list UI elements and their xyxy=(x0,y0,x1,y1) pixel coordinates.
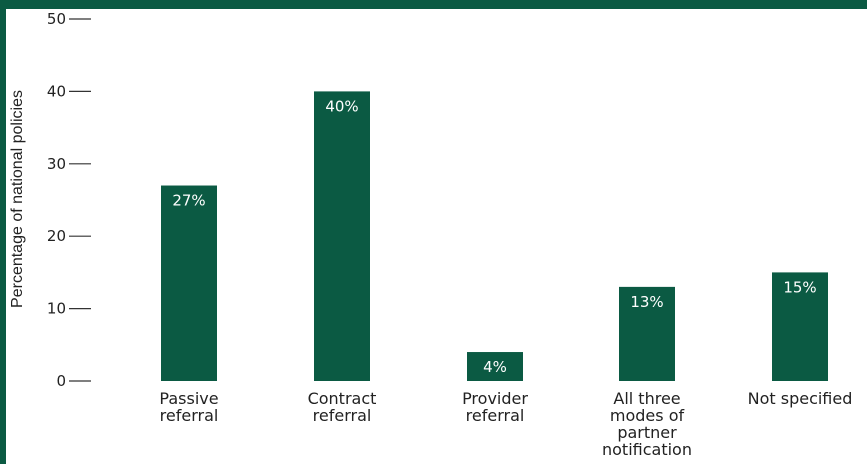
category-labels: Passive referral Contract referral Provider r… xyxy=(159,389,852,459)
category-label: Contract referral xyxy=(308,389,377,425)
data-label: 40% xyxy=(325,97,358,115)
y-tick-label: 30 xyxy=(47,155,66,173)
category-label: Not specified xyxy=(748,389,853,408)
y-axis-label: Percentage of national policies xyxy=(9,90,26,308)
category-label: Provider referral xyxy=(462,389,528,425)
bar xyxy=(467,352,523,381)
bars-group: 27% 40% 4% 13% 15% xyxy=(161,91,828,382)
category-label: All three modes of partner notification xyxy=(602,389,692,459)
y-axis: 0 10 20 30 40 50 xyxy=(47,10,91,390)
y-tick-label: 10 xyxy=(47,300,66,318)
y-tick-label: 40 xyxy=(47,82,66,100)
chart-frame xyxy=(6,9,867,464)
bar xyxy=(161,185,217,381)
data-label: 15% xyxy=(783,278,816,296)
y-tick-label: 50 xyxy=(47,10,66,28)
bar xyxy=(619,286,675,381)
data-label: 13% xyxy=(630,293,663,311)
data-label: 27% xyxy=(172,192,205,210)
bar xyxy=(314,91,370,382)
data-label: 4% xyxy=(483,358,507,376)
y-tick-label: 0 xyxy=(56,372,66,390)
y-tick-label: 20 xyxy=(47,227,66,245)
bar xyxy=(772,272,828,381)
category-label: Passive referral xyxy=(159,389,218,425)
